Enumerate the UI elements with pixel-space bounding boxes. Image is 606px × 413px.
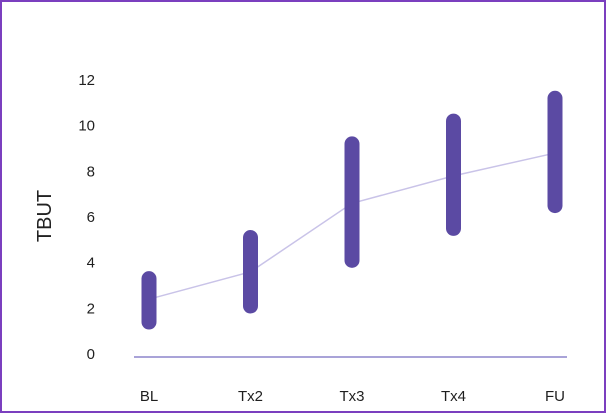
y-tick-label: 10 <box>78 118 95 135</box>
y-tick-label: 4 <box>87 255 95 272</box>
y-tick-label: 6 <box>87 209 95 226</box>
y-tick-labels: 0 2 4 6 8 10 12 <box>78 72 95 363</box>
y-tick-label: 8 <box>87 163 95 180</box>
y-tick-label: 0 <box>87 346 95 363</box>
x-category-label: FU <box>545 388 565 405</box>
x-category-label: Tx4 <box>441 388 466 405</box>
x-category-labels: BL Tx2 Tx3 Tx4 FU <box>140 388 565 405</box>
x-category-label: Tx3 <box>339 388 364 405</box>
x-category-label: BL <box>140 388 158 405</box>
y-tick-label: 12 <box>78 72 95 89</box>
x-category-label: Tx2 <box>238 388 263 405</box>
y-axis-title: TBUT <box>34 190 56 242</box>
y-tick-label: 2 <box>87 300 95 317</box>
range-bars <box>141 90 563 330</box>
